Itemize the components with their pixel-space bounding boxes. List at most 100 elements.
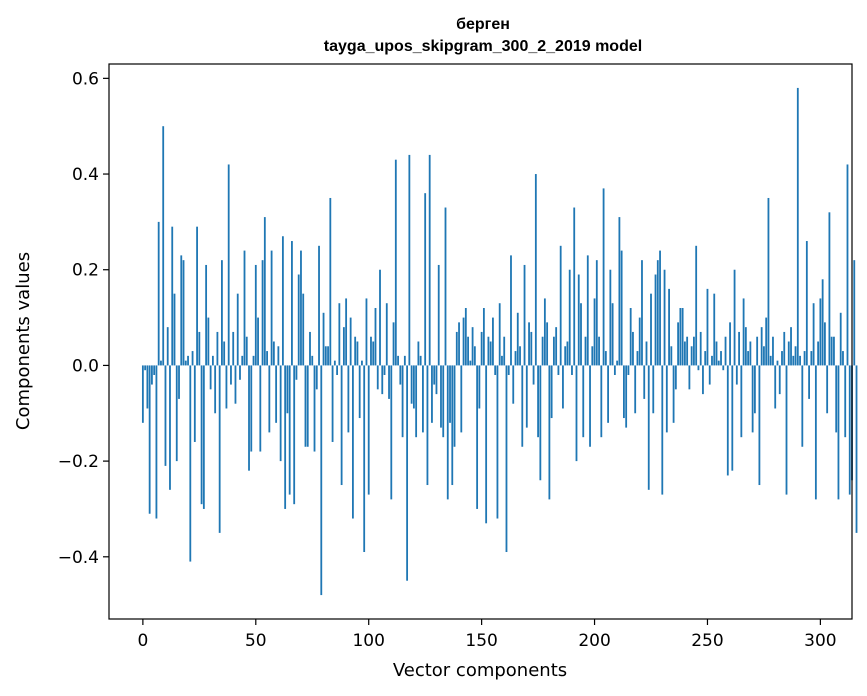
bar bbox=[263, 217, 266, 366]
bar bbox=[562, 365, 564, 409]
bar bbox=[444, 207, 447, 366]
bar bbox=[785, 365, 788, 495]
bar bbox=[699, 331, 702, 366]
bar bbox=[291, 241, 293, 366]
bar bbox=[758, 365, 761, 486]
bar bbox=[661, 365, 664, 495]
bar bbox=[665, 365, 668, 433]
bar bbox=[415, 365, 418, 438]
bar bbox=[548, 365, 551, 500]
bar bbox=[555, 327, 558, 366]
bar bbox=[772, 336, 774, 366]
bar bbox=[248, 365, 250, 471]
bar bbox=[462, 317, 465, 366]
bar bbox=[279, 365, 282, 462]
bar bbox=[182, 260, 185, 366]
bar bbox=[313, 365, 316, 452]
bar bbox=[659, 250, 661, 366]
bar bbox=[469, 360, 472, 366]
bar bbox=[711, 355, 713, 366]
bar bbox=[367, 365, 370, 495]
bar bbox=[830, 336, 833, 366]
bar bbox=[842, 351, 844, 366]
bar bbox=[783, 331, 786, 366]
bar bbox=[580, 303, 582, 366]
bar bbox=[476, 365, 479, 509]
bar bbox=[494, 365, 497, 375]
bar bbox=[740, 365, 743, 438]
bar bbox=[417, 341, 420, 366]
bar bbox=[519, 346, 521, 366]
bar bbox=[270, 250, 273, 366]
bar bbox=[742, 298, 745, 366]
bar bbox=[230, 365, 232, 385]
bar bbox=[372, 341, 375, 366]
bar bbox=[214, 365, 217, 414]
bar bbox=[846, 164, 849, 366]
bar bbox=[322, 312, 325, 366]
bar bbox=[331, 365, 334, 442]
bar bbox=[738, 331, 740, 366]
bar bbox=[835, 365, 838, 433]
bar bbox=[297, 274, 300, 366]
bar bbox=[306, 365, 309, 447]
bar bbox=[543, 298, 546, 366]
bar bbox=[688, 365, 691, 390]
bar bbox=[812, 303, 815, 366]
bar bbox=[354, 336, 357, 366]
bar bbox=[311, 355, 314, 366]
bar bbox=[695, 245, 698, 366]
bar bbox=[634, 365, 637, 414]
bar bbox=[575, 365, 578, 462]
bar bbox=[826, 365, 829, 414]
bar bbox=[546, 322, 549, 366]
bar bbox=[525, 365, 528, 428]
bar bbox=[257, 317, 259, 366]
bar bbox=[636, 351, 639, 366]
bar bbox=[720, 351, 722, 366]
bar bbox=[261, 260, 264, 366]
bar bbox=[392, 322, 395, 366]
bar bbox=[467, 336, 469, 366]
bar bbox=[510, 255, 512, 366]
bar bbox=[356, 341, 359, 366]
bar bbox=[794, 346, 797, 366]
y-axis-label: Components values bbox=[13, 252, 34, 430]
bar bbox=[781, 351, 783, 366]
bar bbox=[507, 365, 510, 375]
bar bbox=[801, 365, 804, 447]
bar bbox=[697, 365, 700, 371]
bar bbox=[352, 365, 354, 519]
bar bbox=[844, 365, 847, 438]
bar bbox=[243, 250, 246, 366]
bar bbox=[440, 365, 442, 428]
bar bbox=[571, 365, 573, 375]
bar bbox=[839, 312, 842, 366]
bar bbox=[796, 87, 799, 366]
bar bbox=[769, 355, 772, 366]
bar bbox=[482, 308, 485, 366]
bar bbox=[374, 308, 377, 366]
bar bbox=[365, 298, 368, 366]
bar bbox=[272, 341, 275, 366]
bar bbox=[609, 269, 612, 366]
bar bbox=[611, 303, 614, 366]
bar bbox=[790, 327, 792, 366]
bar bbox=[358, 365, 361, 419]
bar bbox=[767, 197, 770, 366]
bar bbox=[501, 355, 503, 366]
bar bbox=[148, 365, 151, 514]
bar bbox=[557, 365, 560, 375]
bar bbox=[810, 351, 813, 366]
bar bbox=[530, 331, 533, 366]
bar bbox=[735, 365, 738, 385]
bar bbox=[485, 365, 488, 524]
bar bbox=[647, 365, 650, 490]
bar bbox=[751, 365, 754, 433]
bar bbox=[693, 336, 695, 366]
bar bbox=[419, 355, 422, 366]
y-tick-label: 0.0 bbox=[72, 356, 99, 376]
bar bbox=[586, 255, 589, 366]
bar bbox=[153, 365, 156, 375]
bar bbox=[234, 365, 237, 404]
